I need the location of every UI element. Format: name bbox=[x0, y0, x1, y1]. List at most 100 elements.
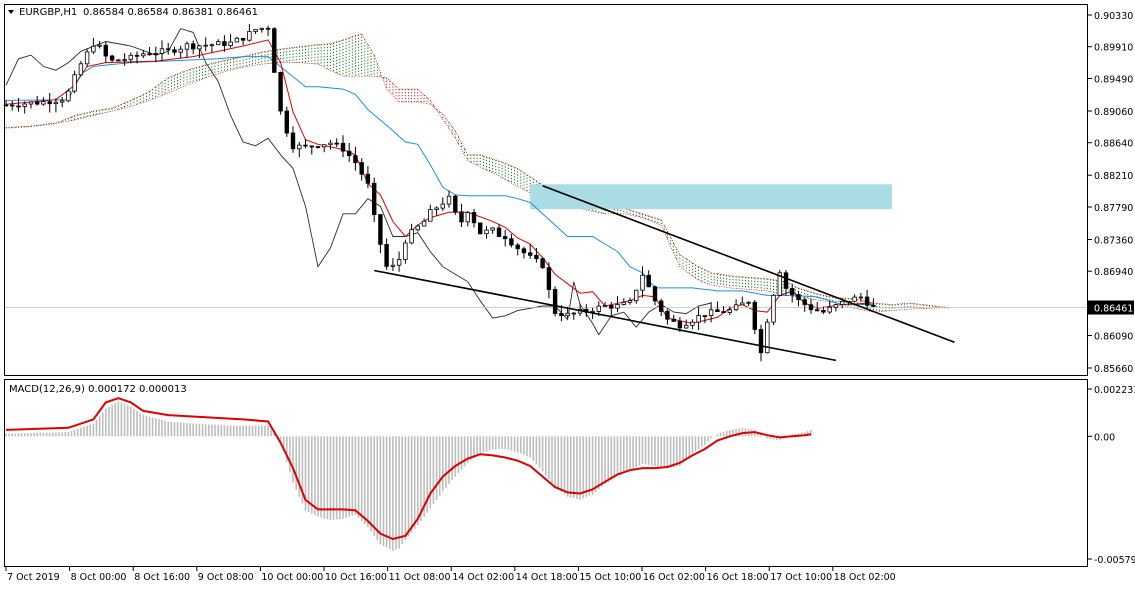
candle-body bbox=[565, 312, 570, 316]
candle-body bbox=[253, 28, 258, 32]
candle-body bbox=[172, 49, 177, 53]
candle-body bbox=[240, 37, 246, 41]
candle-body bbox=[378, 214, 383, 245]
candle-body bbox=[765, 321, 770, 354]
candle-body bbox=[758, 329, 764, 354]
candle-body bbox=[696, 315, 701, 323]
candle-body bbox=[752, 301, 757, 330]
candle-body bbox=[109, 55, 115, 61]
current-price-marker bbox=[1088, 300, 1134, 315]
macd-tick-label: 0.002233 bbox=[1094, 385, 1135, 396]
candle-body bbox=[396, 259, 402, 266]
candle-body bbox=[178, 48, 183, 53]
candle-body bbox=[509, 238, 514, 246]
candle-body bbox=[477, 222, 483, 235]
candle-body bbox=[515, 244, 520, 250]
time-tick-label: 7 Oct 2019 bbox=[7, 572, 60, 583]
macd-tick-label: -0.005792 bbox=[1094, 555, 1135, 566]
time-tick-label: 14 Oct 02:00 bbox=[452, 572, 514, 583]
candle-body bbox=[116, 59, 121, 62]
candle-body bbox=[197, 45, 202, 50]
candle-body bbox=[715, 309, 720, 312]
candle-body bbox=[783, 272, 789, 289]
candle-body bbox=[303, 144, 308, 147]
time-tick-label: 18 Oct 02:00 bbox=[834, 572, 896, 583]
time-tick-label: 17 Oct 10:00 bbox=[770, 572, 832, 583]
candle-body bbox=[627, 300, 633, 303]
candle-body bbox=[153, 53, 158, 55]
candle-body bbox=[122, 59, 127, 61]
candle-body bbox=[328, 142, 333, 146]
candle-body bbox=[403, 242, 408, 260]
candle-body bbox=[777, 272, 782, 296]
candle-body bbox=[802, 299, 807, 306]
price-tick-label: 0.85660 bbox=[1094, 364, 1133, 375]
macd-tick-label: 0.00 bbox=[1094, 432, 1115, 443]
candle-body bbox=[440, 203, 445, 209]
candle-body bbox=[84, 51, 90, 65]
time-tick-label: 14 Oct 18:00 bbox=[516, 572, 578, 583]
macd-signal bbox=[5, 397, 812, 541]
candle-body bbox=[297, 144, 302, 150]
candle-body bbox=[415, 225, 420, 231]
candle-body bbox=[652, 286, 658, 302]
candle-body bbox=[371, 182, 377, 216]
candle-body bbox=[72, 74, 77, 92]
price-tick-label: 0.88640 bbox=[1094, 139, 1133, 150]
candle-body bbox=[540, 258, 545, 269]
candle-body bbox=[165, 48, 171, 51]
time-tick-label: 16 Oct 02:00 bbox=[643, 572, 705, 583]
time-tick-label: 9 Oct 08:00 bbox=[198, 572, 254, 583]
candle-body bbox=[272, 28, 277, 73]
candle-body bbox=[60, 100, 65, 103]
candle-body bbox=[365, 173, 371, 184]
macd-signal-line bbox=[5, 397, 812, 541]
candle-body bbox=[459, 211, 464, 223]
candle-body bbox=[334, 142, 339, 145]
candles bbox=[3, 23, 876, 362]
candle-body bbox=[721, 311, 726, 314]
candle-body bbox=[28, 101, 34, 105]
candle-body bbox=[484, 229, 489, 235]
candle-body bbox=[409, 229, 414, 244]
candle-body bbox=[796, 294, 801, 300]
price-tick-label: 0.87790 bbox=[1094, 203, 1133, 214]
candle-body bbox=[353, 155, 358, 164]
price-axis: 0.90330 0.89910 0.89490 0.89060 0.88640 0.882… bbox=[1088, 11, 1134, 375]
candle-body bbox=[833, 304, 839, 308]
candle-body bbox=[421, 220, 427, 227]
candle-body bbox=[815, 309, 820, 312]
chart-menu-triangle-icon[interactable] bbox=[8, 10, 14, 14]
candle-body bbox=[471, 212, 477, 224]
current-price-label: 0.86461 bbox=[1094, 304, 1133, 315]
candle-body bbox=[552, 289, 558, 314]
price-tick-label: 0.86940 bbox=[1094, 267, 1133, 278]
candle-body bbox=[190, 43, 196, 50]
candle-body bbox=[446, 195, 452, 205]
candle-body bbox=[596, 305, 601, 312]
candle-body bbox=[864, 296, 870, 306]
candle-body bbox=[602, 304, 608, 307]
candle-body bbox=[290, 132, 296, 150]
price-tick-label: 0.89490 bbox=[1094, 75, 1133, 86]
candle-body bbox=[247, 31, 252, 41]
candle-body bbox=[634, 289, 639, 302]
time-tick-label: 15 Oct 10:00 bbox=[579, 572, 641, 583]
candle-body bbox=[16, 105, 21, 108]
resistance-zone bbox=[530, 184, 893, 210]
candle-body bbox=[284, 110, 289, 134]
candle-body bbox=[746, 301, 751, 304]
candle-body bbox=[665, 310, 670, 320]
candle-body bbox=[41, 101, 46, 105]
candle-body bbox=[259, 27, 264, 30]
candle-body bbox=[53, 101, 59, 104]
candle-body bbox=[103, 44, 108, 57]
candle-body bbox=[871, 304, 876, 307]
trendlines bbox=[374, 185, 955, 362]
candle-body bbox=[265, 27, 271, 30]
candle-body bbox=[646, 274, 651, 288]
candle-body bbox=[852, 296, 857, 302]
candle-body bbox=[609, 304, 614, 309]
candle-body bbox=[203, 44, 208, 47]
